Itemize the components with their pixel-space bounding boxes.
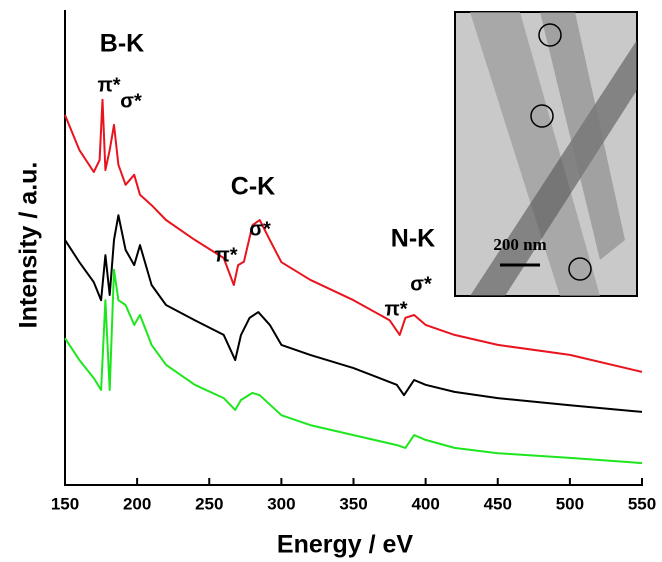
x-tick-label: 250 (195, 494, 223, 513)
annotation: π* (97, 74, 120, 96)
inset-circle (530, 104, 554, 128)
annotation: C-K (231, 173, 275, 201)
x-tick-label: 350 (339, 494, 367, 513)
x-axis-title: Energy / eV (277, 531, 413, 559)
annotation: B-K (100, 30, 144, 58)
annotation: σ* (249, 218, 271, 240)
inset-circle (568, 257, 592, 281)
x-tick-label: 550 (628, 494, 656, 513)
scale-label: 200 nm (493, 235, 546, 254)
x-tick-label: 150 (51, 494, 79, 513)
inset-tube (470, 12, 600, 296)
annotation: π* (384, 298, 407, 320)
inset-tube (540, 12, 625, 260)
inset-circle (538, 23, 562, 47)
inset-tube (470, 40, 637, 296)
x-tick-label: 300 (267, 494, 295, 513)
inset: 200 nm (454, 11, 638, 297)
series-line (64, 98, 643, 373)
y-axis-title: Intensity / a.u. (15, 162, 43, 329)
annotation: N-K (391, 225, 435, 253)
x-tick-label: 400 (411, 494, 439, 513)
annotation: σ* (410, 273, 432, 295)
annotation: π* (214, 244, 237, 266)
series-line (64, 268, 643, 465)
annotation: σ* (120, 90, 142, 112)
x-tick-label: 450 (484, 494, 512, 513)
series-line (64, 214, 643, 413)
x-tick-label: 200 (123, 494, 151, 513)
x-tick-label: 500 (556, 494, 584, 513)
